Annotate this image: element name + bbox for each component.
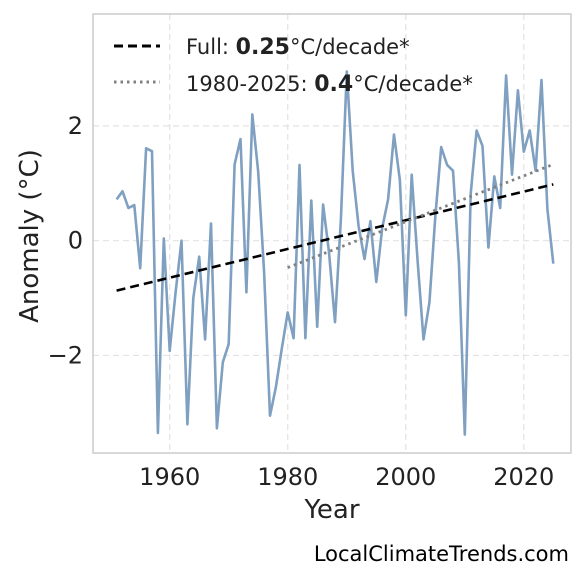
legend-1980-prefix: 1980-2025:	[186, 72, 314, 96]
legend-full-unit: °C/decade*	[290, 35, 410, 59]
y-tick-label: 2	[68, 112, 83, 140]
y-tick-label: −2	[48, 341, 83, 369]
legend: Full: 0.25°C/decade* 1980-2025: 0.4°C/de…	[114, 35, 473, 97]
credit-text: LocalClimateTrends.com	[314, 542, 569, 566]
recent-trend-line	[287, 163, 554, 269]
x-tick-label: 1980	[257, 463, 318, 491]
legend-1980-rate: 0.4	[314, 72, 353, 97]
x-tick-label: 2020	[493, 463, 554, 491]
legend-full-rate: 0.25	[236, 35, 290, 60]
plot-frame	[92, 13, 572, 454]
legend-label-full: Full: 0.25°C/decade*	[186, 35, 410, 60]
anomaly-series-line	[115, 70, 555, 436]
tick-labels: 1960 1980 2000 2020 −2 0 2	[48, 112, 555, 491]
y-axis-title: Anomaly (°C)	[15, 149, 45, 323]
x-tick-label: 1960	[139, 463, 200, 491]
legend-1980-unit: °C/decade*	[353, 72, 473, 96]
series-layer	[115, 70, 555, 436]
grid	[93, 14, 571, 453]
x-tick-label: 2000	[375, 463, 436, 491]
legend-full-prefix: Full:	[186, 35, 236, 59]
y-tick-label: 0	[68, 227, 83, 255]
legend-label-1980: 1980-2025: 0.4°C/decade*	[186, 72, 473, 97]
x-axis-title: Year	[303, 495, 359, 525]
full-trend-line	[116, 183, 554, 292]
